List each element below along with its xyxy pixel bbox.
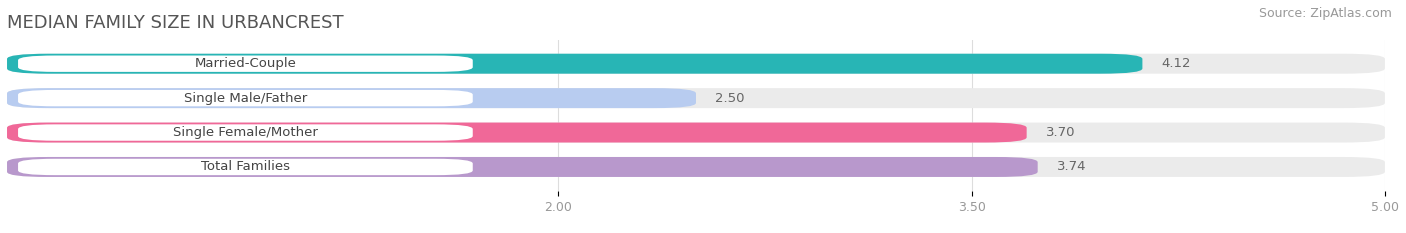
FancyBboxPatch shape — [7, 88, 696, 108]
Text: 3.74: 3.74 — [1057, 161, 1087, 173]
FancyBboxPatch shape — [7, 123, 1385, 143]
FancyBboxPatch shape — [18, 55, 472, 72]
Text: Source: ZipAtlas.com: Source: ZipAtlas.com — [1258, 7, 1392, 20]
FancyBboxPatch shape — [7, 123, 1026, 143]
FancyBboxPatch shape — [7, 88, 1385, 108]
FancyBboxPatch shape — [7, 54, 1385, 74]
Text: Total Families: Total Families — [201, 161, 290, 173]
Text: Married-Couple: Married-Couple — [194, 57, 297, 70]
FancyBboxPatch shape — [7, 54, 1143, 74]
Text: Single Male/Father: Single Male/Father — [184, 92, 307, 105]
FancyBboxPatch shape — [18, 124, 472, 141]
Text: 4.12: 4.12 — [1161, 57, 1191, 70]
Text: Single Female/Mother: Single Female/Mother — [173, 126, 318, 139]
Text: 3.70: 3.70 — [1046, 126, 1076, 139]
FancyBboxPatch shape — [18, 159, 472, 175]
FancyBboxPatch shape — [18, 90, 472, 106]
Text: MEDIAN FAMILY SIZE IN URBANCREST: MEDIAN FAMILY SIZE IN URBANCREST — [7, 14, 343, 32]
FancyBboxPatch shape — [7, 157, 1385, 177]
Text: 2.50: 2.50 — [716, 92, 745, 105]
FancyBboxPatch shape — [7, 157, 1038, 177]
